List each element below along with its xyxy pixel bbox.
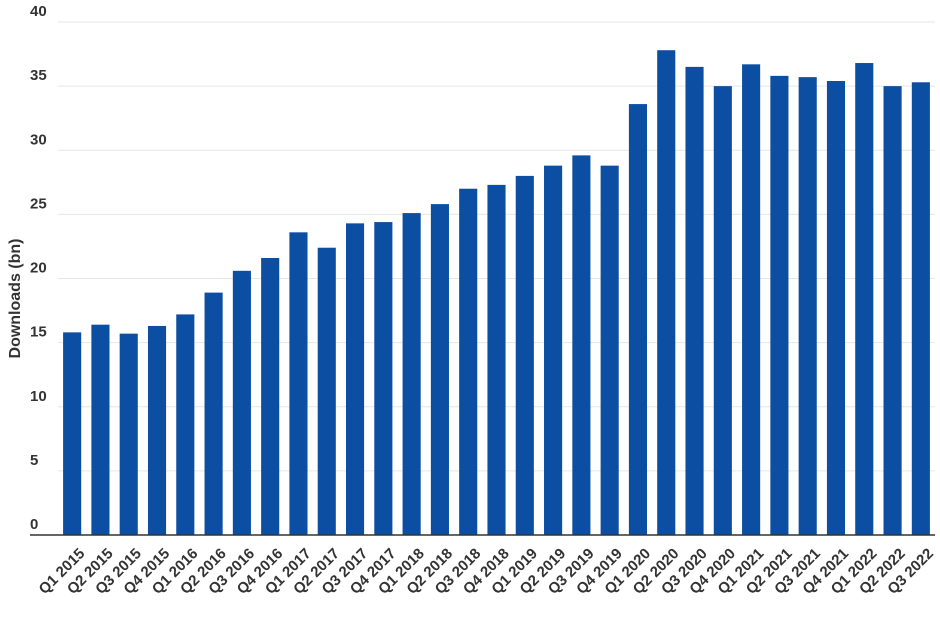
bar xyxy=(204,292,223,535)
y-tick-labels: 0 5 10 15 20 25 30 35 40 xyxy=(30,3,47,533)
bar xyxy=(826,80,846,536)
bar xyxy=(261,257,280,535)
bar xyxy=(176,314,195,535)
y-tick-label: 20 xyxy=(30,260,47,277)
bar xyxy=(685,66,704,535)
bar xyxy=(572,155,591,535)
bar xyxy=(317,247,336,535)
bar xyxy=(742,64,761,535)
bar xyxy=(487,184,506,535)
y-tick-label: 40 xyxy=(30,3,47,20)
bar xyxy=(430,204,449,536)
bar xyxy=(402,213,421,535)
bar xyxy=(628,104,648,535)
bar xyxy=(600,165,619,535)
bar xyxy=(63,332,82,535)
y-tick-label: 5 xyxy=(30,452,38,469)
bar xyxy=(374,222,393,535)
y-axis-title: Downloads (bn) xyxy=(7,239,24,359)
bar xyxy=(232,270,251,535)
bar xyxy=(713,86,732,535)
bar xyxy=(91,324,110,535)
y-tick-label: 35 xyxy=(30,67,47,84)
bar xyxy=(798,77,817,536)
y-tick-label: 30 xyxy=(30,131,47,148)
y-tick-label: 15 xyxy=(30,324,47,341)
bar xyxy=(515,175,534,535)
bar xyxy=(883,86,902,535)
bar xyxy=(855,63,874,535)
bar xyxy=(459,188,478,535)
bar xyxy=(147,325,167,535)
bar xyxy=(119,333,138,535)
bar xyxy=(770,75,789,536)
bar xyxy=(289,232,308,535)
bar xyxy=(544,165,563,535)
bar xyxy=(345,223,365,536)
y-tick-label: 25 xyxy=(30,195,47,212)
bars xyxy=(63,50,930,536)
bar xyxy=(657,50,676,536)
bar xyxy=(911,82,930,535)
y-tick-label: 0 xyxy=(30,516,38,533)
y-tick-label: 10 xyxy=(30,388,47,405)
